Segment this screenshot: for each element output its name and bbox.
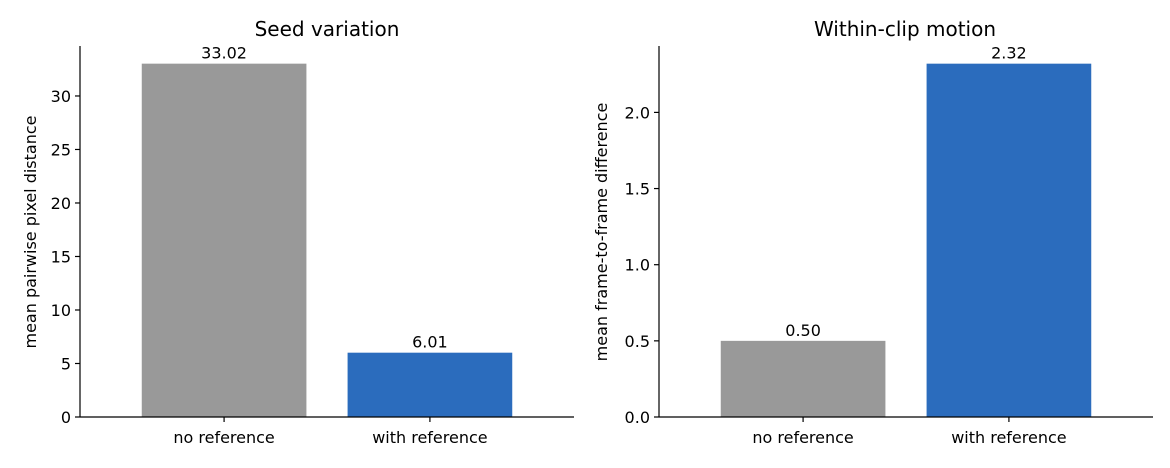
x-tick-group: no reference with reference — [173, 417, 488, 447]
bar-group — [141, 63, 513, 418]
y-tick-label: 25 — [51, 140, 71, 159]
value-label-group: 0.50 2.32 — [785, 44, 1026, 340]
bar-value-label: 6.01 — [412, 333, 448, 352]
y-tick-label: 1.0 — [625, 256, 650, 275]
y-tick-label: 15 — [51, 247, 71, 266]
bar — [720, 340, 886, 417]
bar — [347, 352, 513, 417]
x-tick-label: no reference — [173, 428, 274, 447]
y-tick-label: 0.0 — [625, 408, 650, 427]
y-tick-label: 20 — [51, 194, 71, 213]
y-tick-group: 0.0 0.5 1.0 1.5 2.0 — [625, 103, 659, 427]
chart-title: Seed variation — [255, 17, 400, 41]
bar-value-label: 33.02 — [201, 44, 247, 63]
y-axis-label: mean frame-to-frame difference — [592, 103, 611, 362]
y-tick-label: 2.0 — [625, 103, 650, 122]
y-tick-label: 1.5 — [625, 180, 650, 199]
chart-within-clip-motion: Within-clip motion mean frame-to-frame d… — [592, 17, 1153, 447]
x-tick-group: no reference with reference — [752, 417, 1067, 447]
y-tick-label: 30 — [51, 87, 71, 106]
chart-title: Within-clip motion — [814, 17, 996, 41]
x-tick-label: with reference — [951, 428, 1066, 447]
x-tick-label: with reference — [372, 428, 487, 447]
chart-seed-variation: Seed variation mean pairwise pixel dista… — [21, 17, 574, 447]
y-axis-label: mean pairwise pixel distance — [21, 116, 40, 349]
y-tick-label: 10 — [51, 301, 71, 320]
y-tick-label: 5 — [61, 354, 71, 373]
y-tick-label: 0 — [61, 408, 71, 427]
value-label-group: 33.02 6.01 — [201, 44, 448, 352]
bar-group — [720, 63, 1092, 418]
bar-value-label: 2.32 — [991, 44, 1027, 63]
y-tick-label: 0.5 — [625, 332, 650, 351]
bar — [926, 63, 1092, 418]
x-tick-label: no reference — [752, 428, 853, 447]
bar — [141, 63, 307, 418]
y-tick-group: 0 5 10 15 20 25 30 — [51, 87, 80, 427]
bar-value-label: 0.50 — [785, 321, 821, 340]
